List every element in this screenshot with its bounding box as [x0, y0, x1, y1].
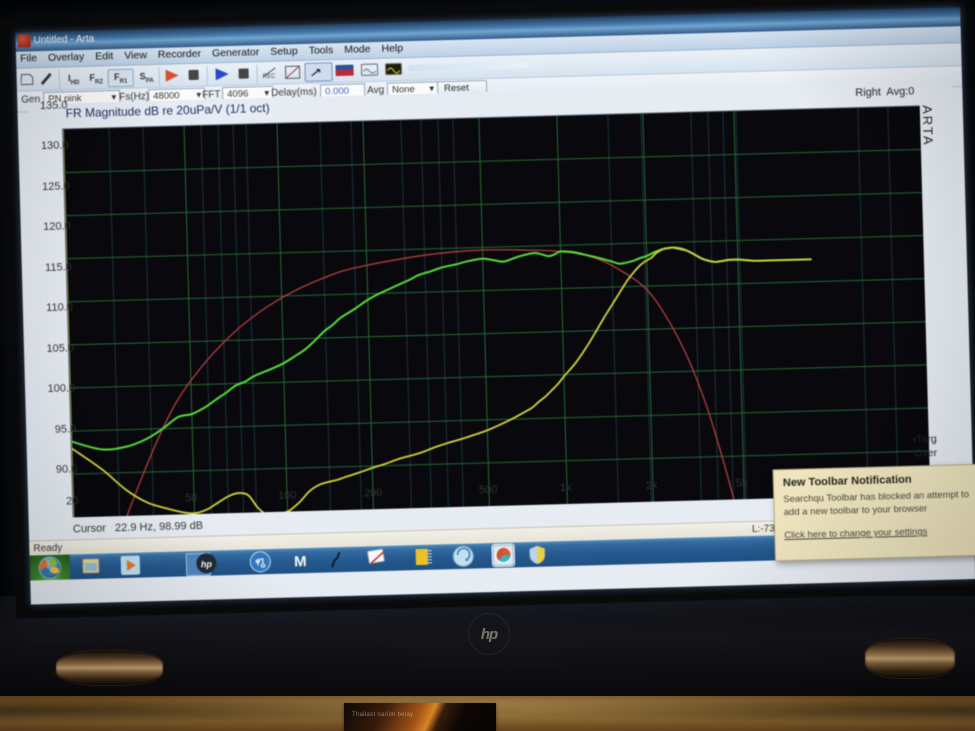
svg-text:M: M [293, 553, 306, 570]
svg-text:REC: REC [263, 74, 276, 80]
svg-text:hp: hp [201, 559, 213, 569]
